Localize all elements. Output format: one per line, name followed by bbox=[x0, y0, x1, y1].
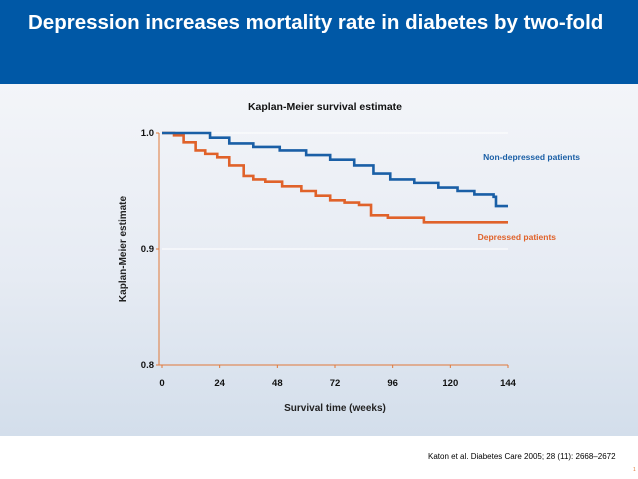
x-tick-label: 96 bbox=[387, 378, 398, 389]
series-non-depressed bbox=[162, 131, 508, 208]
y-tick-label: 0.8 bbox=[141, 360, 154, 371]
x-axis-label: Survival time (weeks) bbox=[284, 403, 386, 414]
y-axis-label: Kaplan-Meier estimate bbox=[118, 195, 129, 302]
legend-non-depressed: Non-depressed patients bbox=[483, 152, 580, 162]
y-tick-label: 0.9 bbox=[141, 244, 154, 255]
citation: Katon et al. Diabetes Care 2005; 28 (11)… bbox=[428, 452, 616, 461]
slide-title: Depression increases mortality rate in d… bbox=[28, 11, 604, 34]
footer bbox=[0, 436, 638, 479]
x-tick-label: 120 bbox=[442, 378, 458, 389]
x-tick-label: 24 bbox=[214, 378, 225, 389]
x-tick-label: 72 bbox=[330, 378, 341, 389]
series-depressed bbox=[162, 131, 508, 224]
x-tick-label: 0 bbox=[159, 378, 164, 389]
legend-depressed: Depressed patients bbox=[478, 232, 557, 242]
page-number: 1 bbox=[633, 467, 636, 473]
y-tick-label: 1.0 bbox=[141, 128, 154, 139]
x-tick-label: 144 bbox=[500, 378, 517, 389]
title-bar: Depression increases mortality rate in d… bbox=[0, 0, 638, 84]
x-tick-label: 48 bbox=[272, 378, 283, 389]
chart-title: Kaplan-Meier survival estimate bbox=[248, 101, 402, 113]
chart-panel bbox=[0, 84, 638, 436]
